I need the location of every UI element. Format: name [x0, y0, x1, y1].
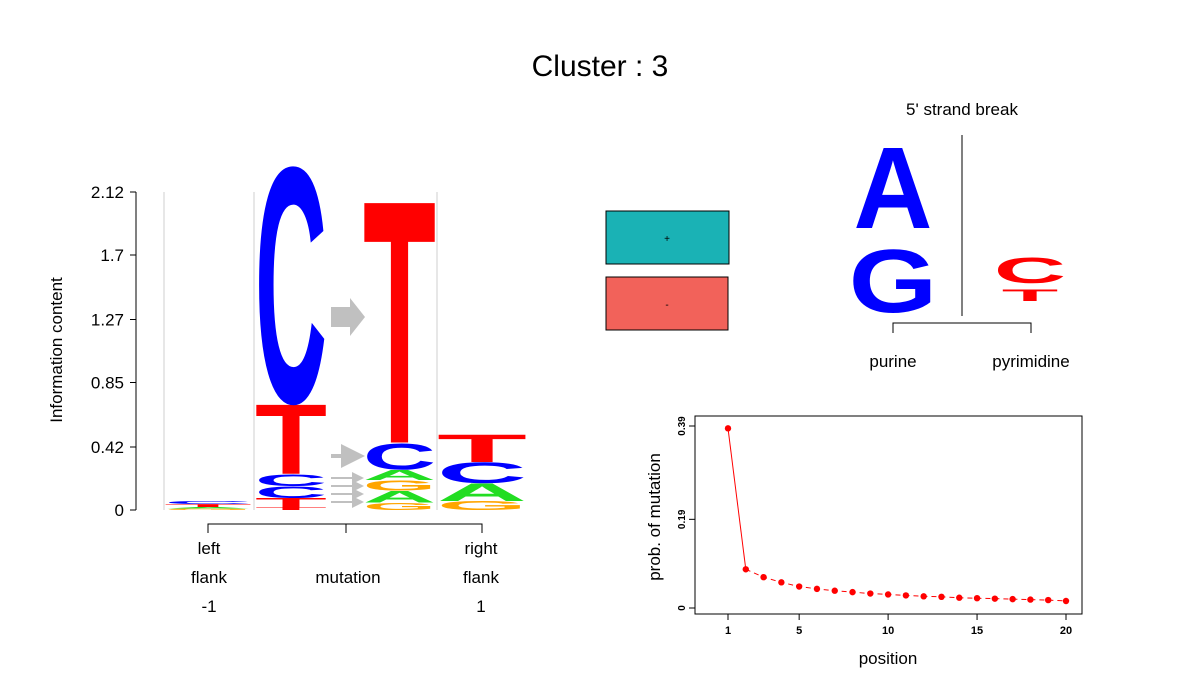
strand-legend: + -	[605, 210, 730, 331]
strand-break-logo: 5' strand break A G C T purine pyrimidin…	[849, 100, 1070, 371]
logo-y-tick-label: 0.85	[91, 374, 124, 393]
purine-letter-a: A	[854, 123, 933, 253]
logo-letter-a: A	[164, 507, 252, 509]
prob-point	[1009, 595, 1016, 603]
logo-y-tick-label: 2.12	[91, 183, 124, 202]
mutation-arrow-icon	[331, 298, 365, 336]
logo-group-labels: left flank -1 mutation right flank 1	[191, 539, 499, 616]
logo-group-brackets	[207, 523, 483, 533]
logo-y-tick-label: 0	[115, 501, 124, 520]
right-flank-label: flank	[463, 568, 499, 587]
prob-point	[831, 587, 838, 594]
prob-point	[760, 574, 767, 581]
logo-letter-g: G	[363, 501, 436, 513]
logo-letter-c: C	[437, 457, 527, 490]
logo-letter-a: A	[363, 467, 436, 483]
sequence-logo-panel: Information content 0 0.42 0.85 1.27 1.7 2.12…	[47, 97, 527, 616]
prob-x-tick-label: 5	[796, 625, 802, 637]
prob-y-tick-label: 0.39	[677, 416, 688, 436]
logo-letter-a: A	[363, 488, 436, 507]
prob-point	[938, 593, 945, 600]
prob-y-axis-label: prob. of mutation	[645, 453, 664, 581]
prob-line-segment	[727, 428, 747, 570]
prob-point	[1045, 596, 1052, 604]
prob-point	[884, 591, 892, 598]
prob-point	[973, 595, 981, 602]
prob-x-tick-label: 15	[971, 625, 983, 637]
mutation-label: mutation	[315, 568, 380, 587]
strand-plus-box	[605, 210, 730, 265]
prob-x-tick-label: 10	[882, 625, 894, 637]
pyrimidine-label: pyrimidine	[992, 352, 1069, 371]
prob-point	[920, 593, 927, 600]
prob-x-tick-label: 20	[1060, 625, 1072, 637]
strand-plus-label: +	[664, 234, 670, 245]
logo-letter-g: G	[437, 499, 527, 513]
strand-minus-label: -	[665, 300, 668, 311]
logo-letter-c: C	[164, 500, 252, 505]
logo-y-axis-label: Information content	[47, 277, 66, 423]
logo-letter-t: T	[437, 426, 527, 470]
prob-point	[849, 588, 856, 596]
logo-letter-g: G	[363, 477, 436, 493]
pyrimidine-letter-c: C	[994, 250, 1066, 290]
logo-y-tick-label: 1.27	[91, 311, 124, 330]
logo-letter-c: C	[363, 436, 436, 478]
prob-point	[813, 585, 821, 593]
prob-point	[778, 579, 785, 586]
prob-point	[724, 425, 732, 432]
prob-series	[724, 425, 1070, 605]
logo-y-tick-label: 1.7	[100, 246, 124, 265]
logo-letter-t: T	[363, 130, 436, 518]
logo-letter-a: A	[437, 479, 527, 507]
logo-column-dividers	[163, 192, 438, 510]
purine-letter-g: G	[849, 230, 938, 331]
logo-letter-c: C	[255, 97, 327, 474]
left-flank-label: left	[198, 539, 221, 558]
strand-break-bracket	[892, 322, 1032, 333]
logo-letter-g: G	[164, 508, 252, 510]
prob-point	[867, 590, 874, 597]
logo-y-ticks: 0 0.42 0.85 1.27 1.7 2.12	[91, 183, 136, 520]
logo-letter-t: T	[164, 503, 252, 508]
prob-x-axis-label: position	[859, 649, 918, 668]
pyrimidine-letter-t: T	[1002, 286, 1058, 304]
purine-label: purine	[869, 352, 916, 371]
left-flank-label: flank	[191, 568, 227, 587]
logo-letter-c: C	[255, 471, 327, 490]
logo-letter-t: T	[255, 496, 327, 510]
right-flank-label: right	[464, 539, 497, 558]
logo-letter-t: T	[255, 506, 327, 511]
prob-y-tick-label: 0	[677, 605, 688, 611]
prob-point	[1062, 597, 1070, 605]
prob-point	[1027, 596, 1034, 603]
prob-point	[902, 592, 910, 599]
strand-break-header: 5' strand break	[906, 100, 1018, 119]
strand-minus-box	[605, 276, 729, 331]
prob-point	[742, 566, 749, 573]
right-flank-position: 1	[476, 597, 485, 616]
mutation-prob-plot: prob. of mutation position 1 5 10 15 2000.19…	[645, 415, 1083, 668]
prob-point	[991, 595, 999, 602]
mutation-prob-plot-frame	[694, 415, 1083, 615]
logo-letter-t: T	[255, 384, 327, 496]
prob-point	[795, 583, 803, 590]
logo-y-tick-label: 0.42	[91, 438, 124, 457]
left-flank-position: -1	[201, 597, 216, 616]
prob-point	[956, 594, 963, 601]
chart-title: Cluster : 3	[532, 50, 669, 83]
mutation-arrows	[331, 298, 365, 508]
prob-y-tick-label: 0.19	[677, 509, 688, 529]
logo-letter-c: C	[255, 483, 327, 502]
prob-x-tick-label: 1	[725, 625, 731, 637]
